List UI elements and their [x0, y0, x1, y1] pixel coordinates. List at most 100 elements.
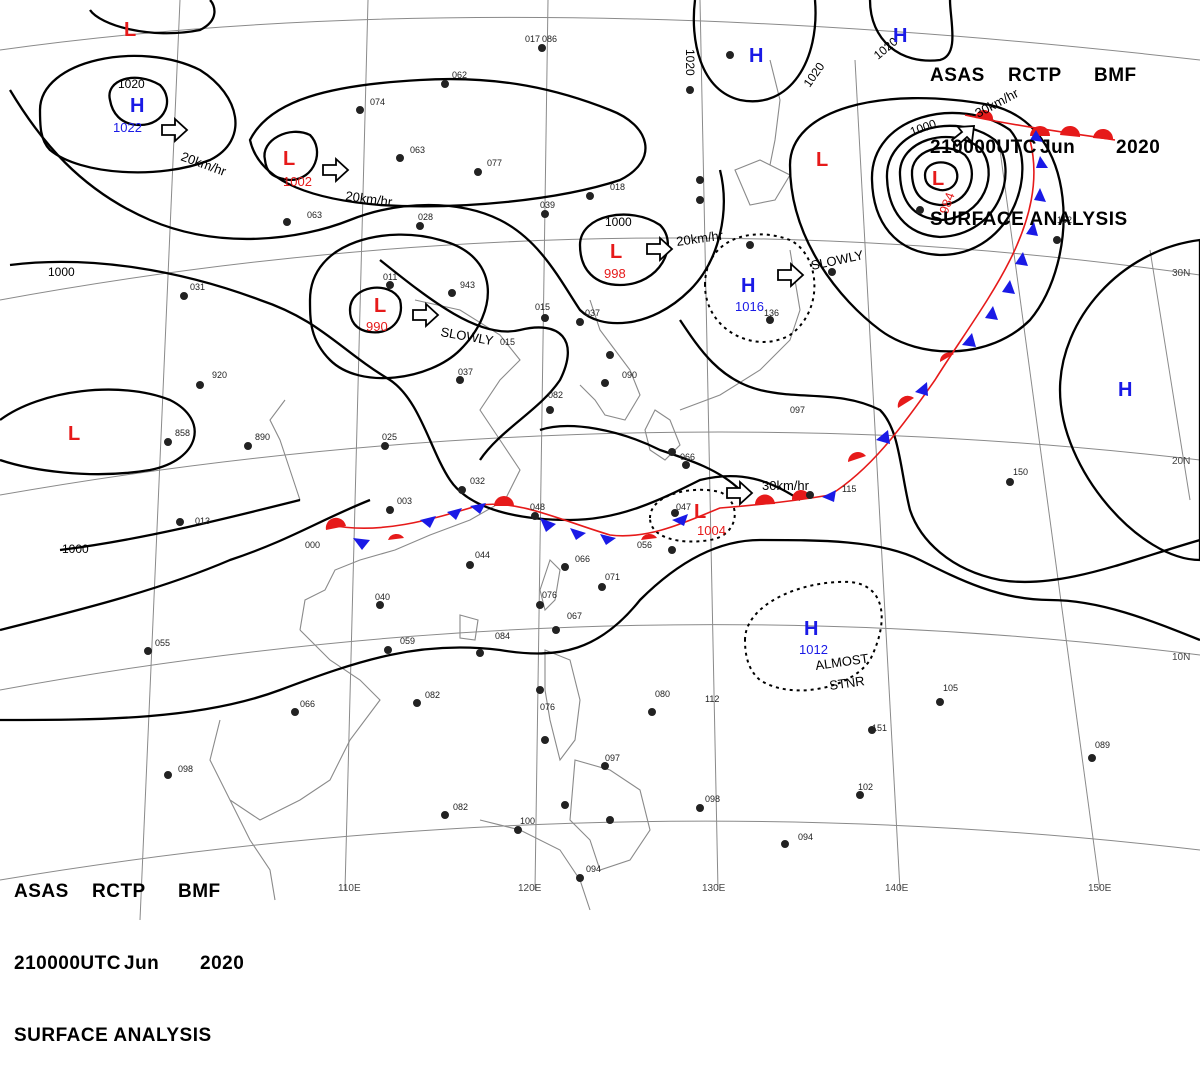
high-center-letter: H [749, 45, 763, 67]
parallel-20n [0, 431, 1200, 496]
arrow-l1002 [322, 156, 350, 184]
station-label: 066 [575, 554, 590, 564]
station-label: 094 [798, 832, 813, 842]
latitude-label: 30N [1172, 268, 1190, 279]
isobar-l984-4 [885, 124, 1007, 239]
station-label: 066 [300, 699, 315, 709]
hainan [459, 614, 479, 641]
isobar-l984-3 [898, 135, 990, 222]
header-bottom: ASAS RCTP BMF 210000UTC Jun 2020 SURFACE ANA… [14, 832, 244, 1072]
isobar-main-south [0, 498, 371, 632]
cold-front-triangles [353, 130, 1048, 550]
station-label: 062 [452, 70, 467, 80]
arrow-h1016 [777, 261, 805, 289]
station-label: 063 [307, 210, 322, 220]
borneo-north [479, 819, 591, 911]
header-agency: ASAS [14, 881, 69, 902]
station-label: 037 [585, 308, 600, 318]
station-label: 090 [622, 370, 637, 380]
station-label: 000 [305, 540, 320, 550]
station-label: 084 [495, 631, 510, 641]
isobar-1020-north [692, 0, 817, 103]
station-label: 015 [535, 302, 550, 312]
movement-arrows [161, 116, 976, 507]
station-label: 047 [676, 502, 691, 512]
low-center-letter: L [124, 19, 136, 41]
header-month: Jun [124, 953, 160, 974]
isobar-h1022-outer [38, 54, 237, 174]
isobar-l990-outer [308, 233, 489, 380]
station-label: 003 [397, 496, 412, 506]
station-label: 063 [410, 145, 425, 155]
header-code: BMF [178, 881, 221, 902]
station-label: 082 [453, 802, 468, 812]
header-agency: ASAS [930, 65, 985, 86]
high-center-letter: H [741, 275, 755, 297]
isobar-korea [679, 319, 1200, 584]
meridian-140e [854, 59, 901, 891]
dotted-l1004 [648, 488, 736, 543]
station-label: 080 [655, 689, 670, 699]
isobar-north-mid [248, 77, 647, 208]
longitude-label: 130E [702, 883, 726, 894]
header-year: 2020 [200, 953, 245, 974]
low-center-letter: L [610, 241, 622, 263]
high-center-letter: H [1118, 379, 1132, 401]
axis-labels: 110E 120E 130E 140E 150E 30N 20N 10N [338, 268, 1190, 894]
dotted-isobars [648, 233, 883, 692]
station-label: 100 [520, 816, 535, 826]
station-label: 031 [190, 282, 205, 292]
longitude-label: 140E [885, 883, 909, 894]
station-label: 097 [605, 753, 620, 763]
isobar-label: 1000 [605, 215, 632, 229]
low-center-value: 998 [604, 266, 626, 281]
station-label: 018 [610, 182, 625, 192]
station-labels: 017 086 062 074 063 077 028 063 039 018 … [155, 34, 1110, 874]
isobar-l984-6 [788, 97, 1065, 353]
high-center-value: 1012 [799, 642, 828, 657]
isobar-l984-5 [870, 111, 1024, 257]
high-center-letter: H [893, 25, 907, 47]
isobar-l984-2 [910, 146, 974, 207]
longitude-label: 110E [338, 883, 361, 894]
parallel-0 [0, 820, 1200, 881]
isobar-central-long [9, 89, 725, 325]
header-month: Jun [1040, 137, 1076, 158]
station-label: 076 [540, 702, 555, 712]
movement-label: SLOWLY [810, 247, 865, 273]
station-label: 112 [705, 694, 719, 704]
station-label: 028 [418, 212, 433, 222]
isobar-label: 1020 [683, 49, 697, 76]
station-label: 013 [195, 516, 210, 526]
station-label: 858 [175, 428, 190, 438]
lat-lon-grid [0, 0, 1200, 920]
station-label: 044 [475, 550, 490, 560]
header-valid-time: 210000UTC [14, 953, 121, 974]
station-label: 098 [705, 794, 720, 804]
isobar-1000-west [9, 260, 571, 522]
station-label: 015 [500, 337, 515, 347]
arrow-l990 [412, 301, 440, 329]
low-center-value: 1002 [283, 174, 312, 189]
weather-map: 017 086 062 074 063 077 028 063 039 018 … [0, 0, 1200, 920]
arrow-l984 [950, 125, 976, 148]
inland-coast [269, 399, 301, 501]
station-label: 071 [605, 572, 620, 582]
station-label: 105 [943, 683, 958, 693]
station-label: 920 [212, 370, 227, 380]
high-center-letter: H [804, 618, 818, 640]
isobar-central-south [379, 259, 569, 461]
header-valid-time: 210000UTC [930, 137, 1037, 158]
isobar-outer-south [0, 538, 1200, 722]
station-label: 025 [382, 432, 397, 442]
header-top: ASAS RCTP BMF 210000UTC Jun 2020 SURFACE ANA… [930, 16, 1160, 256]
low-center-letter: L [68, 423, 80, 445]
low-center-letter: L [932, 168, 944, 190]
station-label: 066 [680, 452, 695, 462]
arrow-l1004 [726, 479, 754, 507]
station-label: 040 [375, 592, 390, 602]
movement-label: 20km/hr [675, 227, 724, 248]
sakhalin [769, 59, 781, 166]
station-label: 055 [155, 638, 170, 648]
meridian-100e [139, 0, 181, 920]
